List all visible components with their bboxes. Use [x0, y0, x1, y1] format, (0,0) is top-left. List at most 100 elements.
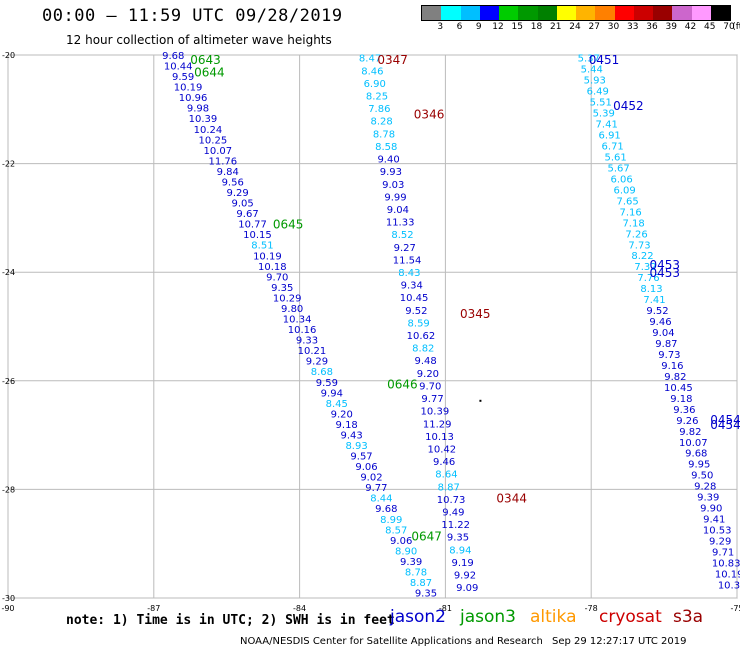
generated-timestamp: Sep 29 12:27:17 UTC 2019 — [552, 636, 687, 647]
wave-height-value: 9.82 — [679, 427, 701, 438]
wave-height-value: 8.93 — [345, 441, 367, 452]
wave-height-value: 9.98 — [187, 104, 209, 115]
wave-height-value: 8.87 — [410, 578, 432, 589]
wave-height-value: 9.70 — [419, 381, 441, 392]
wave-height-value: 9.68 — [685, 449, 707, 460]
scale-swatch — [710, 6, 730, 20]
wave-height-value: 9.05 — [231, 199, 253, 210]
scale-swatch — [479, 6, 499, 20]
wave-height-value: 7.18 — [622, 218, 644, 229]
wave-height-value: 9.95 — [688, 460, 710, 471]
scale-swatch — [537, 6, 557, 20]
wave-height-value: 10.19 — [174, 83, 203, 94]
wave-height-value: 8.45 — [326, 399, 348, 410]
wave-height-value: 7.76 — [637, 273, 659, 284]
map-title: 00:00 — 11:59 UTC 09/28/2019 — [42, 6, 343, 26]
wave-height-value: 9.80 — [281, 304, 303, 315]
wave-height-value: 9.52 — [405, 306, 427, 317]
legend-jason3: jason3 — [460, 607, 516, 627]
wave-height-value: 6.06 — [610, 174, 632, 185]
latitude-label: -20 — [2, 51, 15, 60]
scale-tick-label: 36 — [646, 22, 658, 32]
wave-height-value: 5.39 — [593, 109, 615, 120]
wave-height-value: 9.02 — [360, 473, 382, 484]
wave-height-value: 7.41 — [596, 120, 618, 131]
scale-unit-label: (ft) — [732, 22, 740, 32]
wave-height-value: 9.04 — [387, 205, 409, 216]
wave-height-value: 9.29 — [306, 357, 328, 368]
scale-swatch — [460, 6, 480, 20]
wave-height-value: 10.53 — [703, 526, 732, 537]
wave-height-value: 8.44 — [370, 494, 392, 505]
wave-height-value: 9.50 — [691, 471, 713, 482]
scale-swatch — [441, 6, 461, 20]
pass-time-label: 0644 — [194, 65, 225, 79]
wave-height-value: 5.67 — [608, 163, 630, 174]
wave-height-value: 8.87 — [438, 482, 460, 493]
wave-height-value: 8.78 — [405, 567, 427, 578]
longitude-label: -84 — [293, 604, 306, 613]
wave-height-value: 9.67 — [236, 209, 258, 220]
scale-swatch — [691, 6, 711, 20]
longitude-label: -90 — [1, 604, 14, 613]
wave-height-value: 10.18 — [258, 262, 287, 273]
wave-height-value: 9.77 — [365, 483, 387, 494]
wave-height-value: 11.54 — [393, 255, 422, 266]
pass-time-label: 0647 — [411, 530, 442, 544]
wave-height-value: 10.77 — [238, 220, 267, 231]
scale-tick-label: 6 — [456, 22, 463, 32]
wave-height-value: 9.93 — [380, 167, 402, 178]
wave-height-value: 9.06 — [390, 536, 412, 547]
wave-height-value: 5.61 — [605, 152, 627, 163]
latitude-label: -26 — [2, 377, 15, 386]
pass-time-label: 0453 — [650, 258, 681, 272]
latitude-label: -30 — [2, 594, 15, 603]
wave-height-value: 11.29 — [423, 419, 452, 430]
wave-height-value: 10.19 — [253, 251, 282, 262]
pass-time-label: 0454 — [710, 418, 740, 432]
credit-line: NOAA/NESDIS Center for Satellite Applica… — [240, 636, 543, 647]
wave-height-value: 9.59 — [316, 378, 338, 389]
latitude-label: -24 — [2, 268, 15, 277]
wave-height-value: 9.29 — [227, 188, 249, 199]
wave-height-value: 9.94 — [321, 388, 343, 399]
pass-time-label: 0643 — [190, 53, 221, 67]
wave-height-value: 9.29 — [709, 537, 731, 548]
pass-time-label: 0346 — [414, 108, 445, 122]
pass-time-label: 0451 — [589, 53, 620, 67]
wave-height-value: 10.39 — [421, 407, 450, 418]
wave-height-value: 6.90 — [364, 79, 386, 90]
wave-height-value: 8.59 — [408, 318, 430, 329]
wave-height-value: 8.43 — [398, 268, 420, 279]
wave-height-value: 9.52 — [646, 306, 668, 317]
wave-height-value: 10.73 — [437, 495, 466, 506]
wave-height-value: 7.65 — [616, 196, 638, 207]
scale-tick-label: 30 — [607, 22, 620, 32]
wave-height-value: 11.76 — [208, 156, 237, 167]
wave-height-value: 9.35 — [447, 533, 469, 544]
longitude-label: -87 — [147, 604, 160, 613]
scale-swatch — [614, 6, 634, 20]
wave-height-value: 10.34 — [283, 315, 312, 326]
scale-swatch — [556, 6, 576, 20]
wave-height-value: 10.29 — [273, 293, 302, 304]
scale-swatch — [595, 6, 615, 20]
wave-height-value: 10.83 — [712, 558, 740, 569]
wave-height-value: 9.56 — [222, 177, 244, 188]
wave-height-value: 9.20 — [417, 369, 439, 380]
scale-tick-label: 45 — [704, 22, 716, 32]
wave-height-value: 8.51 — [251, 241, 273, 252]
pass-time-label: 0453 — [650, 266, 681, 280]
point-marker — [479, 399, 482, 402]
wave-height-value: 9.68 — [375, 504, 397, 515]
longitude-label: -81 — [439, 604, 452, 613]
wave-height-value: 9.09 — [456, 583, 478, 594]
wave-height-value: 10.19 — [715, 569, 740, 580]
wave-height-value: 5.93 — [584, 76, 606, 87]
scale-tick-label: 21 — [550, 22, 562, 32]
wave-height-value: 9.84 — [217, 167, 239, 178]
wave-height-value: 8.64 — [435, 470, 457, 481]
wave-height-value: 9.16 — [661, 361, 683, 372]
wave-height-value: 5.37 — [578, 54, 600, 65]
